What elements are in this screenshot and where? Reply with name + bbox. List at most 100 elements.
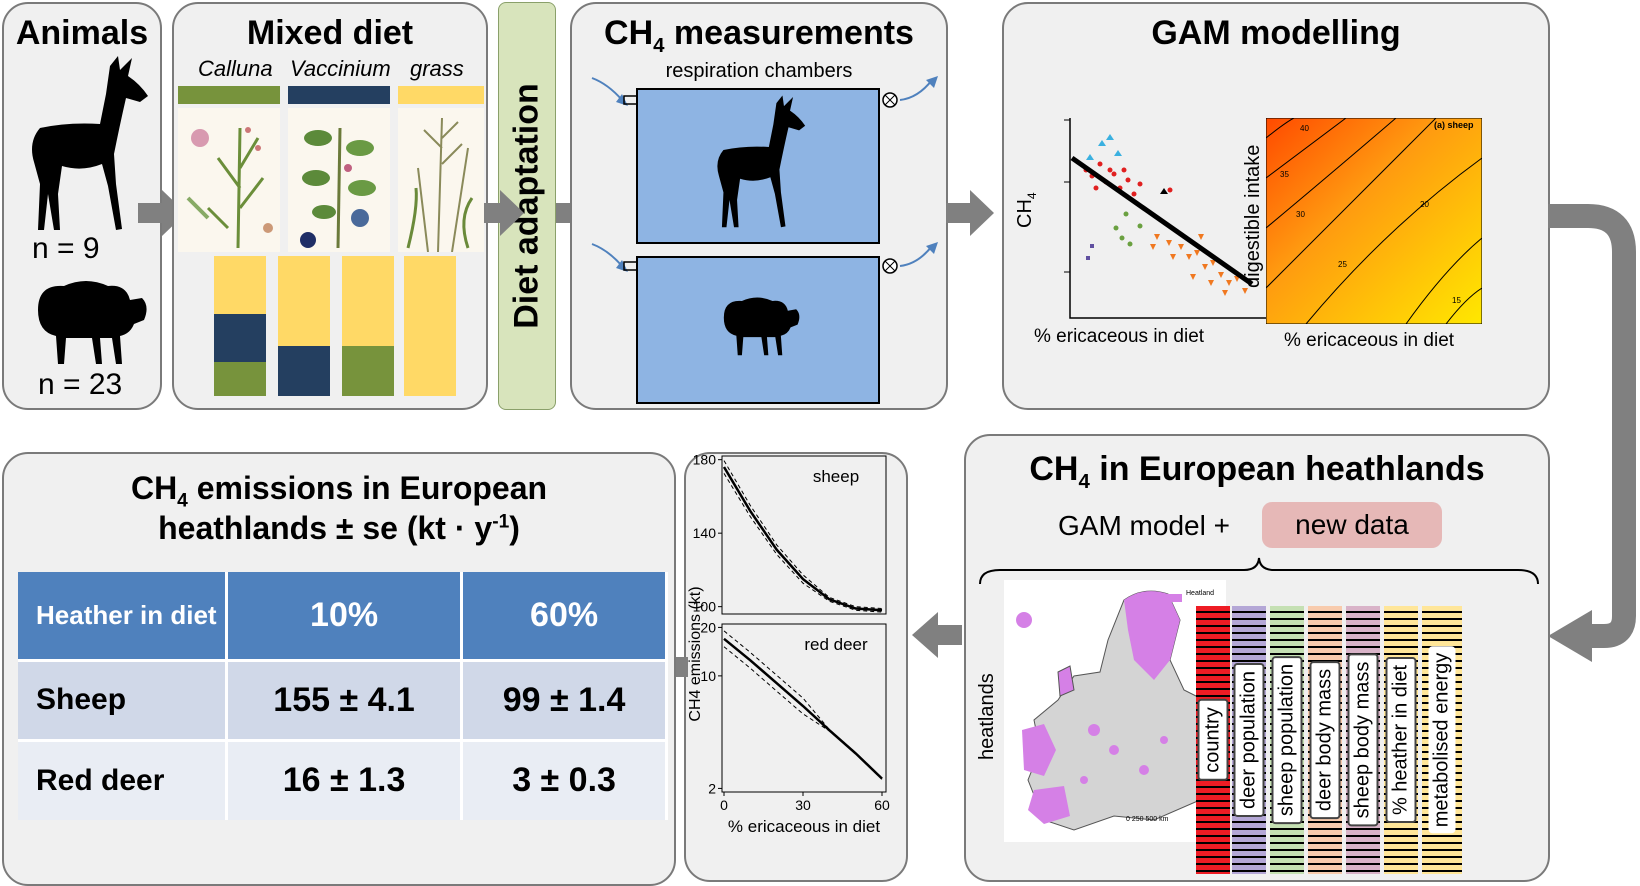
- emission-curves-panel: 100 140 180 sheep 2 10 20 red deer 0 30 60 % ericac…: [684, 452, 908, 882]
- arrow-right-icon: [484, 190, 524, 236]
- sheep-silhouette-icon: [38, 281, 147, 364]
- deer-count: n = 9: [32, 232, 100, 265]
- attr-column-metabolised-energy: metabolised energy: [1422, 606, 1462, 874]
- attr-label: country: [1197, 699, 1229, 781]
- map-side-label: heatlands: [976, 673, 998, 760]
- attr-column-heather-in-diet: % heather in diet: [1384, 606, 1418, 874]
- y-tick-label: 2: [708, 780, 716, 796]
- attr-column-country: country: [1196, 606, 1230, 874]
- se-upper-curve: [723, 460, 883, 609]
- vaccinium-label: Vaccinium: [290, 56, 391, 81]
- air-outlet-icon: [882, 242, 938, 274]
- table-header: Heather in diet: [18, 572, 228, 660]
- contour-label: 20: [1420, 200, 1429, 209]
- x-axis-label: % ericaceous in diet: [728, 817, 880, 836]
- mean-curve: [723, 637, 883, 780]
- table-cell: 99 ± 1.4: [461, 658, 668, 740]
- new-data-badge: new data: [1262, 502, 1442, 548]
- attr-label: deer body mass: [1309, 660, 1341, 820]
- map-scale: 0 250 500 km: [1126, 816, 1169, 823]
- diet-bar-3: [342, 256, 394, 396]
- plot-frame: [721, 623, 887, 793]
- scatter-ylabel: CH4: [1014, 192, 1039, 228]
- sheep-silhouette-icon: [723, 297, 800, 356]
- diet-panel: Mixed diet Calluna Vaccinium grass: [172, 2, 488, 410]
- calluna-label: Calluna: [198, 56, 273, 81]
- animals-panel: Animals n = 9 n = 23: [2, 2, 162, 410]
- se-lower-curve: [723, 473, 883, 613]
- gam-title: GAM modelling: [1151, 14, 1401, 52]
- contour-label: 35: [1280, 170, 1289, 179]
- table-cell: 155 ± 4.1: [226, 658, 464, 740]
- air-inlet-icon: [591, 243, 638, 272]
- heatmap-ylabel: digestible intake: [1242, 144, 1264, 288]
- x-tick-label: 30: [795, 797, 811, 813]
- vaccinium-illustration: [288, 108, 390, 252]
- heatmap-tag: (a) sheep: [1434, 120, 1474, 130]
- contour-label: 30: [1296, 210, 1305, 219]
- table-cell: 3 ± 0.3: [461, 738, 668, 820]
- contour-label: 15: [1452, 296, 1461, 305]
- scatter-xlabel: % ericaceous in diet: [1034, 326, 1205, 347]
- contour-label: 40: [1300, 124, 1309, 133]
- emissions-title-line1: CH4 emissions in European: [130, 470, 548, 512]
- attr-label: sheep body mass: [1347, 653, 1379, 827]
- emissions-panel: CH4 emissions in European heathlands ± s…: [2, 452, 676, 886]
- diet-bar-2: [278, 256, 330, 396]
- diet-bar-4: [404, 256, 456, 396]
- attr-label: metabolised energy: [1428, 646, 1456, 834]
- x-tick-label: 0: [720, 797, 728, 813]
- map-legend: Heatland: [1186, 590, 1215, 597]
- curved-arrow-icon: [1548, 204, 1636, 662]
- deer-silhouette-icon: [32, 56, 148, 230]
- y-tick-label: 10: [700, 668, 716, 684]
- arrow-right-icon: [946, 190, 994, 236]
- emission-curves-chart: 100 140 180 sheep 2 10 20 red deer 0 30 60 % ericac…: [687, 454, 890, 836]
- heatmap-xlabel: % ericaceous in diet: [1284, 330, 1455, 351]
- grass-color-bar: [398, 86, 484, 104]
- animals-title: Animals: [15, 14, 149, 52]
- y-tick-label: 20: [700, 619, 716, 635]
- y-tick-label: 100: [693, 599, 717, 615]
- grass-label: grass: [410, 56, 464, 81]
- table-header: 10%: [226, 572, 464, 660]
- table-cell: Sheep: [18, 658, 228, 740]
- y-tick-label: 140: [693, 525, 717, 541]
- results-table: Heather in diet 10% 60% Sheep 155 ± 4.1 …: [18, 572, 668, 820]
- gam-scatter-plot: [1064, 118, 1270, 319]
- emissions-title-line2: heathlands ± se (kt · y-1): [158, 510, 520, 546]
- sheep-count: n = 23: [38, 368, 123, 401]
- plot-frame: [721, 455, 887, 615]
- chambers-subtitle: respiration chambers: [665, 60, 853, 82]
- attr-label: sheep population: [1271, 655, 1303, 825]
- mean-curve: [722, 466, 883, 612]
- deer-silhouette-icon: [717, 95, 806, 228]
- contour-label: 25: [1338, 260, 1347, 269]
- attr-label: % heather in diet: [1385, 656, 1417, 824]
- y-axis-label: CH4 emissions (kt): [687, 586, 704, 721]
- air-inlet-icon: [591, 77, 638, 106]
- gam-model-plus: GAM model +: [1058, 510, 1230, 541]
- x-tick-label: 60: [874, 797, 890, 813]
- diet-bar-1: [214, 256, 266, 396]
- measurements-title: CH4 measurements: [604, 14, 914, 57]
- table-cell: Red deer: [18, 738, 228, 820]
- attr-column-sheep-body-mass: sheep body mass: [1346, 606, 1380, 874]
- diet-title: Mixed diet: [246, 14, 414, 52]
- vaccinium-color-bar: [288, 86, 390, 104]
- air-outlet-icon: [882, 76, 938, 108]
- series-title: sheep: [813, 467, 859, 486]
- gam-panel: GAM modelling CH4 % ericaceous in diet: [1002, 2, 1550, 410]
- se-lower-curve: [723, 646, 883, 780]
- y-tick-label: 180: [693, 454, 717, 468]
- series-title: red deer: [804, 635, 868, 654]
- calluna-color-bar: [178, 86, 280, 104]
- gam-contour-heatmap: [1266, 118, 1482, 324]
- arrow-left-icon: [912, 612, 962, 658]
- table-cell: 16 ± 1.3: [226, 738, 464, 820]
- attr-column-deer-body-mass: deer body mass: [1308, 606, 1342, 874]
- heathlands-title: CH4 in European heathlands: [1029, 450, 1485, 493]
- diet-adaptation-box: Diet adaptation: [498, 2, 556, 410]
- attr-label: deer population: [1233, 663, 1265, 817]
- table-header: 60%: [461, 572, 668, 660]
